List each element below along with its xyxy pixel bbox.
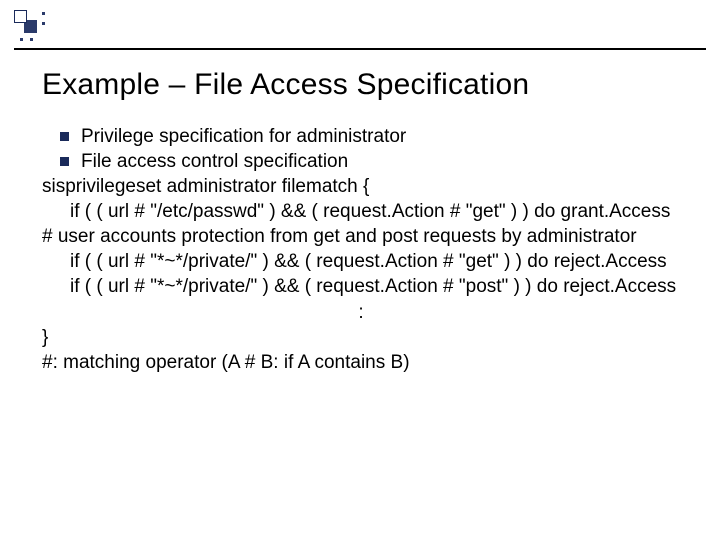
code-line: sisprivilegeset administrator filematch …	[42, 174, 680, 199]
deco-dot	[42, 22, 45, 25]
bullet-text: File access control specification	[81, 149, 348, 174]
deco-dot	[42, 12, 45, 15]
square-bullet-icon	[60, 132, 69, 141]
deco-square-outline	[14, 10, 27, 23]
bullet-item: Privilege specification for administrato…	[42, 124, 680, 149]
horizontal-rule	[14, 48, 706, 50]
deco-dot	[30, 38, 33, 41]
slide-body: Privilege specification for administrato…	[42, 124, 680, 375]
code-line: if ( ( url # "*~*/private/" ) && ( reque…	[42, 249, 680, 274]
bullet-text: Privilege specification for administrato…	[81, 124, 406, 149]
corner-decoration	[14, 10, 64, 46]
code-line: #: matching operator (A # B: if A contai…	[42, 350, 680, 375]
deco-dot	[20, 38, 23, 41]
slide-title: Example – File Access Specification	[42, 68, 680, 102]
code-line: if ( ( url # "/etc/passwd" ) && ( reques…	[42, 199, 680, 224]
code-line: # user accounts protection from get and …	[42, 224, 680, 249]
slide-content: Example – File Access Specification Priv…	[42, 68, 680, 375]
bullet-item: File access control specification	[42, 149, 680, 174]
code-line: if ( ( url # "*~*/private/" ) && ( reque…	[42, 274, 680, 299]
code-line-ellipsis: :	[42, 300, 680, 325]
square-bullet-icon	[60, 157, 69, 166]
code-line-close: }	[42, 325, 680, 350]
